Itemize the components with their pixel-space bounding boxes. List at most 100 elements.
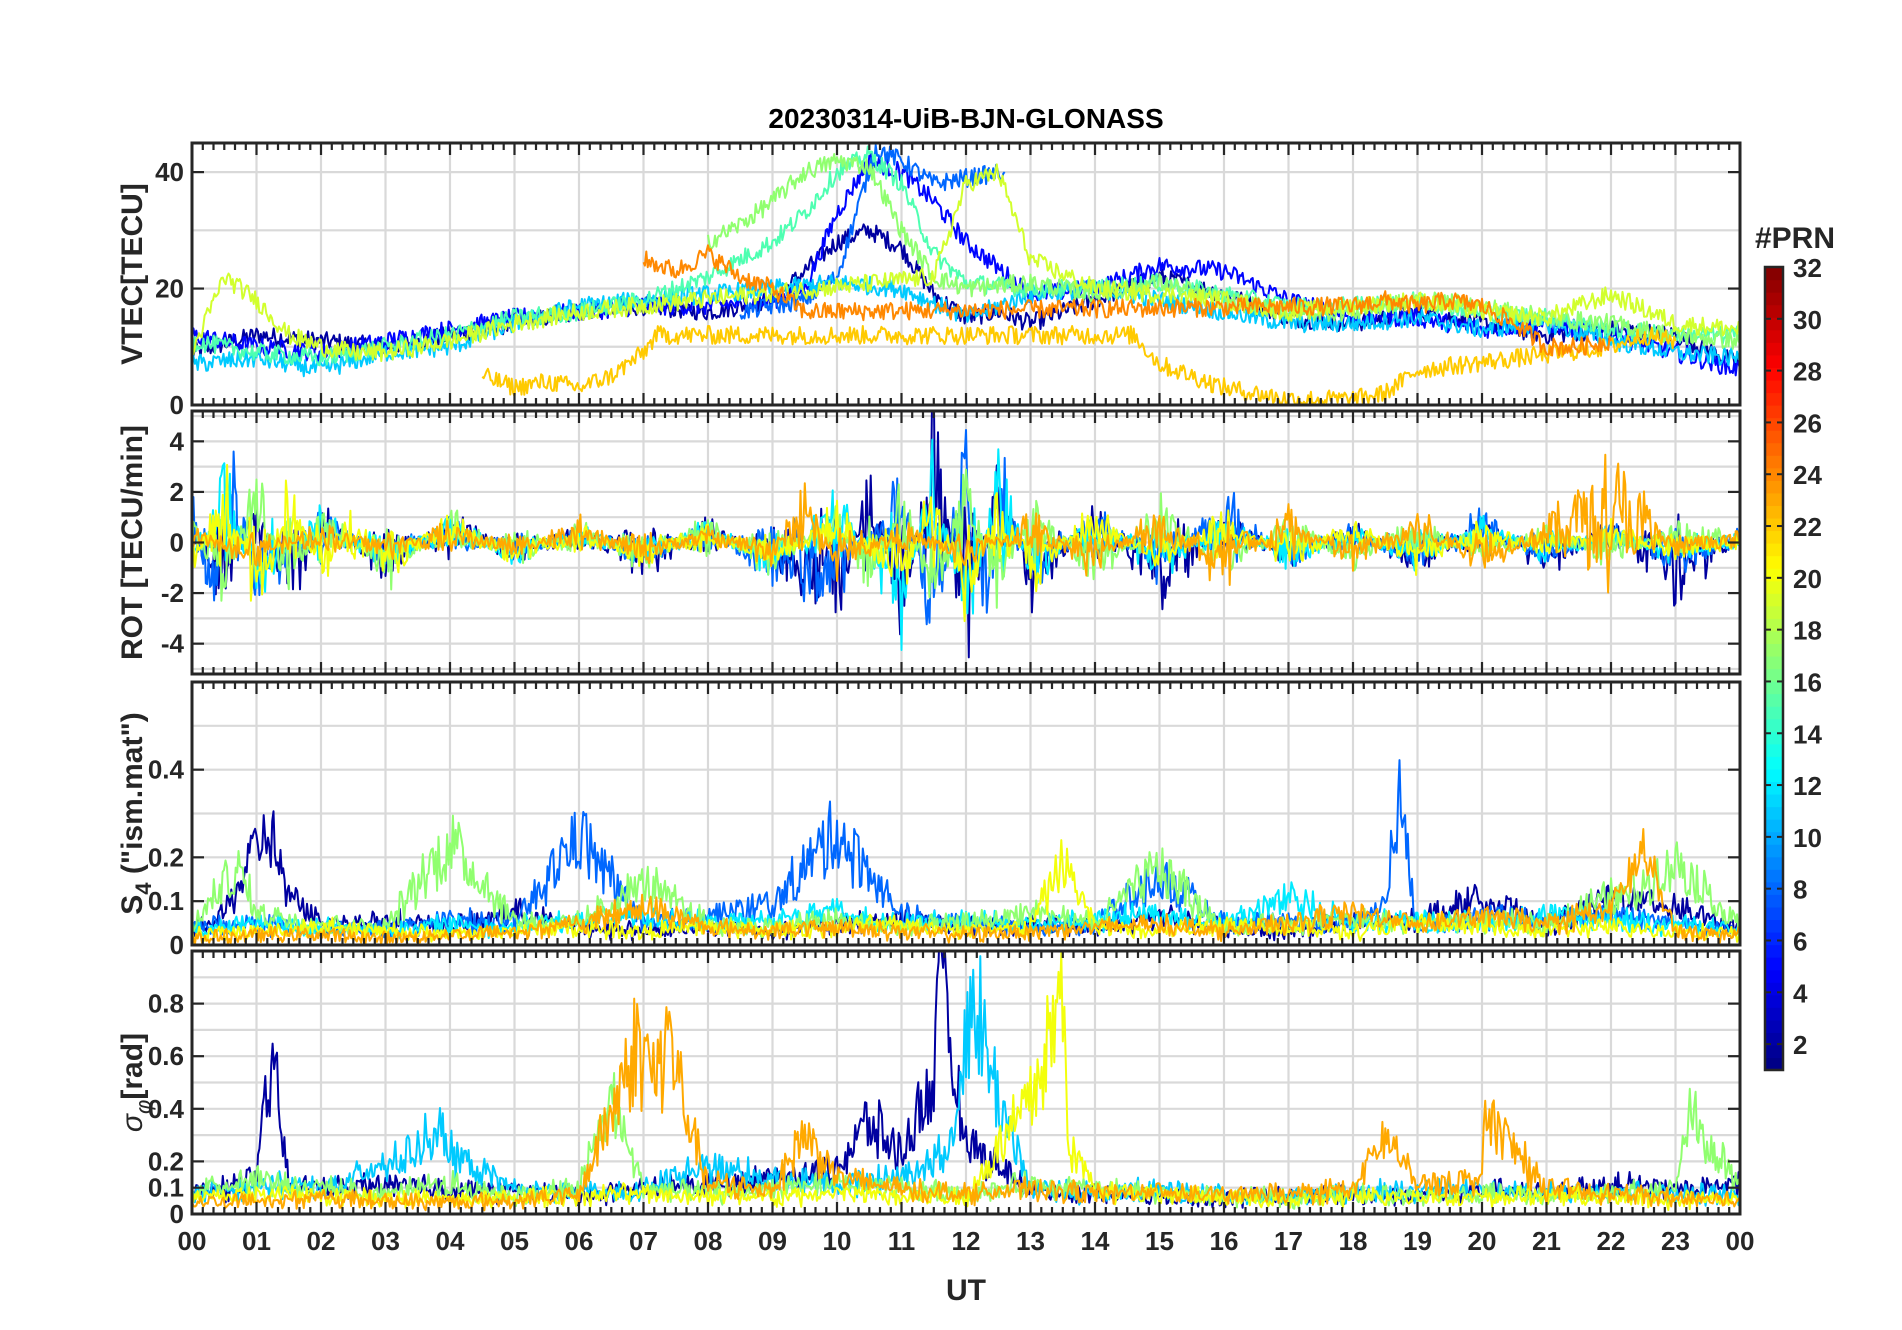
x-tick-label: 08: [694, 1226, 723, 1256]
x-ticks: [190, 411, 1742, 674]
colorbar-swatch: [1765, 543, 1783, 557]
series-line-vtec-prn-24: [642, 244, 1612, 357]
colorbar-swatch: [1765, 781, 1783, 795]
colorbar-swatch: [1765, 881, 1783, 895]
colorbar-tick-label: 12: [1793, 771, 1822, 801]
colorbar-tick-label: 16: [1793, 667, 1822, 697]
x-tick-label: 03: [371, 1226, 400, 1256]
colorbar-swatch: [1765, 1019, 1783, 1033]
colorbar-tick-label: 20: [1793, 564, 1822, 594]
colorbar-swatch: [1765, 555, 1783, 569]
x-tick-label: 15: [1145, 1226, 1174, 1256]
colorbar-swatch: [1765, 819, 1783, 833]
colorbar-swatch: [1765, 982, 1783, 996]
y-tick-label: 4: [170, 426, 185, 456]
y-tick-label: 0.8: [148, 989, 184, 1019]
colorbar-swatch: [1765, 379, 1783, 394]
colorbar-swatch: [1765, 605, 1783, 619]
colorbar-swatch: [1765, 304, 1783, 318]
series-line-rot-prn-23: [192, 453, 1740, 594]
colorbar-tick-label: 18: [1793, 616, 1822, 646]
colorbar-tick-label: 6: [1793, 926, 1807, 956]
y-tick-label: 0.2: [148, 842, 184, 872]
colorbar-tick-label: 22: [1793, 512, 1822, 542]
colorbar-swatch: [1765, 417, 1783, 431]
x-ticks: [190, 951, 1742, 1214]
x-axis-label: UT: [946, 1274, 986, 1307]
colorbar-tick-label: 26: [1793, 408, 1822, 438]
series-line-sigma-prn-2: [192, 951, 1740, 1209]
x-tick-label: 20: [1468, 1226, 1497, 1256]
x-tick-label: 14: [1081, 1226, 1110, 1256]
colorbar-swatch: [1765, 994, 1783, 1008]
x-tick-label: 22: [1597, 1226, 1626, 1256]
colorbar-swatch: [1765, 643, 1783, 657]
colorbar-swatch: [1765, 944, 1783, 958]
x-tick-label: 10: [823, 1226, 852, 1256]
x-tick-label: 06: [565, 1226, 594, 1256]
colorbar-tick-label: 30: [1793, 305, 1822, 335]
colorbar-swatch: [1765, 392, 1783, 406]
x-tick-label: 21: [1532, 1226, 1561, 1256]
colorbar-swatch: [1765, 681, 1783, 695]
colorbar-swatch: [1765, 342, 1783, 356]
series-line-sigma-prn-23: [192, 997, 1740, 1212]
colorbar-swatch: [1765, 768, 1783, 783]
y-tick-label: -4: [161, 629, 185, 659]
colorbar-swatch: [1765, 1044, 1783, 1059]
colorbar-swatch: [1765, 593, 1783, 607]
y-tick-label: 0: [170, 1199, 184, 1229]
colorbar-swatch: [1765, 806, 1783, 820]
series-line-rot-prn-20: [192, 463, 1740, 623]
colorbar-label: #PRN: [1755, 222, 1835, 255]
colorbar-swatch: [1765, 731, 1783, 745]
colorbar-tick-label: 32: [1793, 253, 1822, 283]
colorbar-swatch: [1765, 580, 1783, 594]
colorbar-swatch: [1765, 279, 1783, 293]
colorbar-swatch: [1765, 367, 1783, 381]
colorbar-tick-label: 2: [1793, 1030, 1807, 1060]
colorbar-swatch: [1765, 430, 1783, 444]
x-tick-label: 23: [1661, 1226, 1690, 1256]
colorbar-swatch: [1765, 568, 1783, 582]
series-line-vtec-prn-8: [739, 144, 1006, 320]
colorbar-swatch: [1765, 856, 1783, 870]
panel-s4: 0 0.1 0.2 0.4S4 ("ism.mat"): [116, 680, 1742, 960]
colorbar-swatch: [1765, 267, 1783, 281]
x-tick-label: 13: [1016, 1226, 1045, 1256]
colorbar-swatch: [1765, 405, 1783, 419]
colorbar-swatch: [1765, 630, 1783, 645]
colorbar-swatch: [1765, 793, 1783, 808]
x-tick-label: 01: [242, 1226, 271, 1256]
y-tick-label: 0.2: [148, 1146, 184, 1176]
colorbar-swatch: [1765, 906, 1783, 921]
x-tick-label: 05: [500, 1226, 529, 1256]
colorbar-swatch: [1765, 492, 1783, 506]
x-tick-label: 11: [888, 1226, 916, 1256]
x-tick-label: 12: [952, 1226, 981, 1256]
colorbar-swatch: [1765, 693, 1783, 707]
colorbar-swatch: [1765, 292, 1783, 306]
y-tick-label: 20: [155, 274, 184, 304]
x-ticks: [190, 143, 1742, 405]
panel-sigma: 00.10.2 0.4 0.6 0.8 σφ[rad] 00 01 02 03 04 05 06 07 0…: [116, 949, 1754, 1256]
x-tick-label: 04: [436, 1226, 465, 1256]
colorbar-swatch: [1765, 517, 1783, 532]
x-tick-label: 17: [1274, 1226, 1303, 1256]
colorbar-swatch: [1765, 706, 1783, 720]
x-tick-label: 02: [307, 1226, 336, 1256]
colorbar-swatch: [1765, 467, 1783, 481]
series-line-vtec-prn-5: [192, 152, 1740, 377]
x-tick-label: 19: [1403, 1226, 1432, 1256]
colorbar-tick-label: 4: [1793, 978, 1808, 1008]
x-tick-label: 09: [758, 1226, 787, 1256]
colorbar-swatch: [1765, 869, 1783, 883]
colorbar-swatch: [1765, 1032, 1783, 1046]
colorbar-swatch: [1765, 743, 1783, 757]
y-axis-label-rot: ROT [TECU/min]: [116, 425, 149, 660]
series-line-vtec-prn-22: [481, 325, 1677, 405]
colorbar-swatch: [1765, 931, 1783, 946]
colorbar-tick-label: 28: [1793, 357, 1822, 387]
